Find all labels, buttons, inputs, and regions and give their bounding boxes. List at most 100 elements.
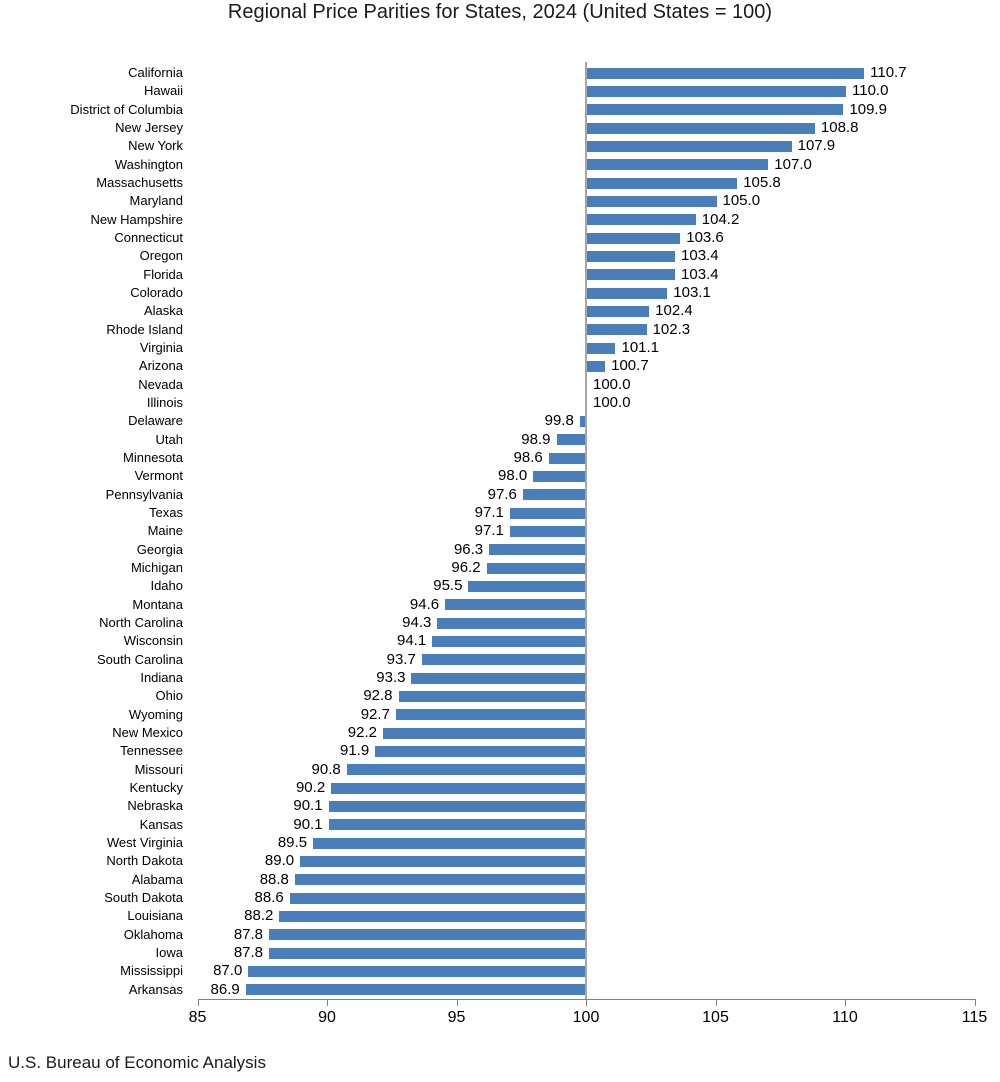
bar bbox=[382, 727, 585, 739]
category-label: Maryland bbox=[129, 193, 183, 209]
category-label: Connecticut bbox=[114, 230, 183, 246]
value-label: 108.8 bbox=[820, 119, 859, 137]
value-label: 90.8 bbox=[311, 760, 341, 778]
bar bbox=[587, 342, 616, 354]
value-label: 88.6 bbox=[254, 889, 284, 906]
bar bbox=[248, 965, 585, 977]
value-label: 96.3 bbox=[453, 540, 484, 558]
category-label: Nebraska bbox=[127, 798, 183, 814]
bar bbox=[269, 929, 585, 941]
bar bbox=[398, 690, 585, 702]
x-tick-label: 95 bbox=[447, 1009, 466, 1026]
bar bbox=[587, 305, 650, 317]
value-label: 91.9 bbox=[340, 742, 370, 760]
value-label: 100.0 bbox=[593, 375, 631, 393]
category-label: District of Columbia bbox=[70, 101, 183, 117]
value-label: 90.1 bbox=[293, 797, 323, 815]
bar bbox=[289, 892, 585, 904]
category-label: Montana bbox=[132, 596, 183, 612]
value-label: 102.3 bbox=[652, 320, 691, 338]
value-label: 105.8 bbox=[743, 174, 781, 192]
value-label: 88.8 bbox=[259, 870, 289, 888]
category-label: Pennsylvania bbox=[105, 486, 183, 502]
value-label: 105.0 bbox=[722, 192, 761, 210]
category-label: Virginia bbox=[139, 340, 183, 356]
bar bbox=[432, 635, 585, 647]
bar bbox=[509, 525, 585, 537]
value-label: 104.2 bbox=[701, 210, 740, 228]
value-label: 97.6 bbox=[487, 485, 517, 503]
x-tick-label: 100 bbox=[572, 1009, 600, 1026]
value-label: 87.0 bbox=[213, 962, 243, 980]
x-tick-mark bbox=[974, 999, 976, 1006]
bar bbox=[587, 67, 865, 79]
category-label: Idaho bbox=[150, 578, 183, 594]
category-label: West Virginia bbox=[106, 835, 183, 851]
bar bbox=[445, 599, 585, 611]
category-label: Maine bbox=[147, 523, 183, 539]
value-label: 103.4 bbox=[681, 247, 719, 265]
bar bbox=[522, 489, 585, 501]
baseline-100 bbox=[585, 62, 587, 999]
category-label: California bbox=[128, 65, 183, 81]
category-label: Texas bbox=[149, 505, 183, 521]
value-label: 100.7 bbox=[611, 357, 649, 375]
bar bbox=[587, 177, 738, 189]
category-label: Mississippi bbox=[120, 963, 183, 979]
bar bbox=[587, 232, 681, 244]
x-tick-mark bbox=[586, 999, 587, 1006]
category-label: Kentucky bbox=[129, 780, 183, 796]
bar bbox=[587, 104, 844, 116]
category-label: North Carolina bbox=[99, 615, 183, 631]
value-label: 103.1 bbox=[673, 284, 711, 302]
category-label: South Dakota bbox=[104, 890, 183, 905]
x-tick-label: 90 bbox=[318, 1009, 336, 1026]
category-label: Louisiana bbox=[127, 908, 183, 924]
value-label: 92.8 bbox=[363, 687, 393, 705]
value-label: 98.6 bbox=[513, 449, 543, 467]
category-label: Colorado bbox=[130, 285, 183, 301]
bar bbox=[587, 159, 769, 171]
category-label: Oklahoma bbox=[123, 926, 183, 942]
value-label: 99.8 bbox=[544, 412, 574, 430]
bar bbox=[579, 415, 585, 427]
category-label: Minnesota bbox=[123, 450, 183, 466]
category-label: Indiana bbox=[140, 670, 183, 686]
x-tick-mark bbox=[327, 999, 328, 1006]
bar bbox=[328, 800, 585, 812]
bar bbox=[587, 287, 668, 299]
value-label: 97.1 bbox=[474, 504, 504, 522]
value-label: 103.6 bbox=[686, 229, 724, 247]
category-label: Missouri bbox=[134, 761, 183, 777]
value-label: 94.3 bbox=[402, 614, 432, 632]
category-label: Wyoming bbox=[128, 706, 183, 722]
category-label: New Jersey bbox=[115, 120, 183, 136]
value-label: 97.1 bbox=[474, 522, 504, 540]
bar bbox=[375, 745, 585, 757]
bar bbox=[294, 874, 585, 886]
value-label: 93.7 bbox=[386, 650, 416, 668]
value-label: 94.1 bbox=[396, 632, 427, 650]
value-label: 90.2 bbox=[295, 779, 326, 797]
value-label: 98.9 bbox=[521, 430, 551, 448]
x-tick-mark bbox=[845, 999, 846, 1006]
bar bbox=[548, 452, 585, 464]
value-label: 110.7 bbox=[870, 64, 907, 82]
bar bbox=[587, 122, 815, 134]
category-label: Tennessee bbox=[120, 743, 183, 759]
bar bbox=[587, 360, 606, 372]
category-label: Oregon bbox=[139, 248, 183, 264]
category-label: Illinois bbox=[146, 395, 183, 411]
value-label: 87.8 bbox=[233, 944, 264, 961]
category-label: Arkansas bbox=[128, 981, 183, 997]
bar bbox=[421, 654, 585, 666]
value-label: 109.9 bbox=[849, 100, 887, 118]
value-label: 94.6 bbox=[409, 595, 440, 613]
bar bbox=[486, 562, 585, 574]
value-label: 98.0 bbox=[497, 467, 528, 485]
value-label: 87.8 bbox=[233, 925, 264, 943]
x-tick-label: 85 bbox=[188, 1009, 207, 1026]
category-label: New Mexico bbox=[112, 725, 183, 741]
category-label: Nevada bbox=[138, 376, 183, 392]
